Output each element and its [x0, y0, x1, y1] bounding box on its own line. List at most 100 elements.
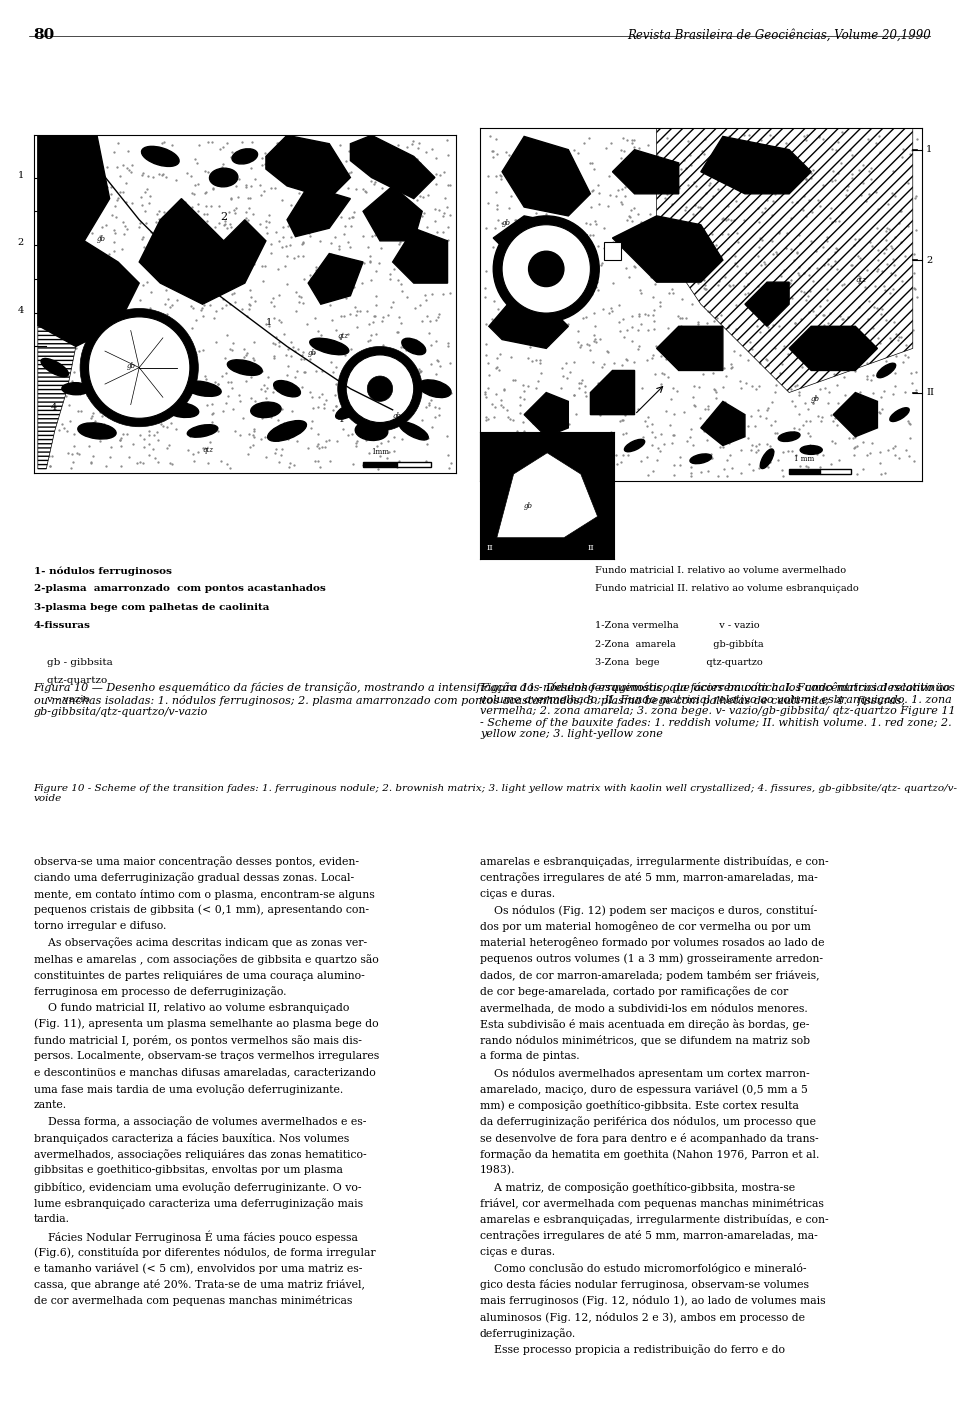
Point	[592, 403, 608, 426]
Point	[238, 369, 253, 392]
Point	[757, 289, 773, 311]
Point	[721, 316, 736, 338]
Point	[553, 376, 568, 399]
Text: (Fig.6), constituída por diferentes nódulos, de forma irregular: (Fig.6), constituída por diferentes nódu…	[34, 1247, 375, 1258]
Point	[731, 231, 746, 253]
Point	[563, 361, 578, 383]
Point	[834, 308, 850, 331]
Point	[804, 163, 819, 185]
Point	[805, 392, 821, 415]
Point	[66, 434, 82, 457]
Point	[81, 279, 96, 301]
Point	[44, 359, 60, 382]
Point	[660, 183, 675, 205]
Point	[220, 216, 235, 239]
Point	[85, 402, 101, 424]
Point	[164, 134, 180, 157]
Point	[168, 168, 183, 191]
Point	[556, 200, 571, 222]
Point	[685, 202, 701, 225]
Point	[847, 443, 862, 466]
Point	[674, 307, 689, 330]
Point	[61, 229, 77, 252]
Point	[258, 209, 274, 232]
Point	[110, 358, 126, 381]
Point	[666, 453, 682, 475]
Point	[351, 132, 367, 154]
Point	[620, 348, 636, 371]
Point	[296, 231, 311, 253]
Point	[65, 228, 81, 250]
Point	[493, 389, 509, 412]
Point	[434, 241, 449, 263]
Point	[590, 279, 606, 301]
Point	[728, 252, 743, 275]
Point	[909, 127, 924, 150]
Point	[346, 354, 361, 376]
Ellipse shape	[357, 358, 386, 378]
Point	[90, 134, 106, 157]
Point	[419, 450, 434, 473]
Point	[146, 423, 161, 446]
Point	[501, 197, 516, 219]
Point	[834, 120, 850, 143]
Point	[789, 444, 804, 467]
Point	[890, 328, 905, 351]
Point	[390, 222, 405, 245]
Point	[743, 405, 758, 427]
Point	[901, 444, 917, 467]
Point	[218, 347, 233, 369]
Point	[531, 231, 546, 253]
Point	[602, 164, 617, 187]
Point	[739, 144, 755, 167]
Point	[516, 388, 532, 410]
Point	[780, 222, 795, 245]
Point	[704, 447, 719, 470]
Point	[549, 194, 564, 216]
Point	[718, 208, 733, 231]
Point	[337, 306, 352, 328]
Point	[279, 273, 295, 296]
Point	[220, 385, 235, 408]
Point	[732, 344, 748, 366]
Point	[528, 294, 543, 317]
Point	[516, 224, 532, 246]
Point	[504, 226, 519, 249]
Point	[41, 303, 57, 325]
Point	[789, 173, 804, 195]
Point	[36, 291, 52, 314]
Point	[266, 344, 281, 366]
Point	[207, 163, 223, 185]
Ellipse shape	[779, 432, 800, 441]
Point	[149, 236, 164, 259]
Point	[362, 441, 377, 464]
Point	[294, 348, 309, 371]
Point	[756, 197, 772, 219]
Point	[510, 429, 525, 451]
Ellipse shape	[269, 382, 305, 396]
Point	[831, 355, 847, 378]
Point	[157, 316, 173, 338]
Point	[767, 381, 782, 403]
Point	[105, 361, 120, 383]
Point	[147, 399, 162, 422]
Point	[308, 359, 324, 382]
Point	[632, 304, 647, 327]
Point	[399, 286, 415, 308]
Point	[478, 344, 493, 366]
Point	[907, 279, 923, 301]
Point	[477, 286, 492, 308]
Point	[906, 242, 922, 265]
Point	[369, 294, 384, 317]
Point	[893, 200, 908, 222]
Point	[170, 314, 185, 337]
Point	[575, 262, 590, 284]
Point	[615, 307, 631, 330]
Point	[588, 331, 604, 354]
Point	[63, 457, 79, 480]
Point	[156, 207, 171, 229]
Point	[210, 372, 226, 395]
Point	[639, 236, 655, 259]
Point	[644, 215, 660, 238]
Point	[374, 341, 390, 364]
